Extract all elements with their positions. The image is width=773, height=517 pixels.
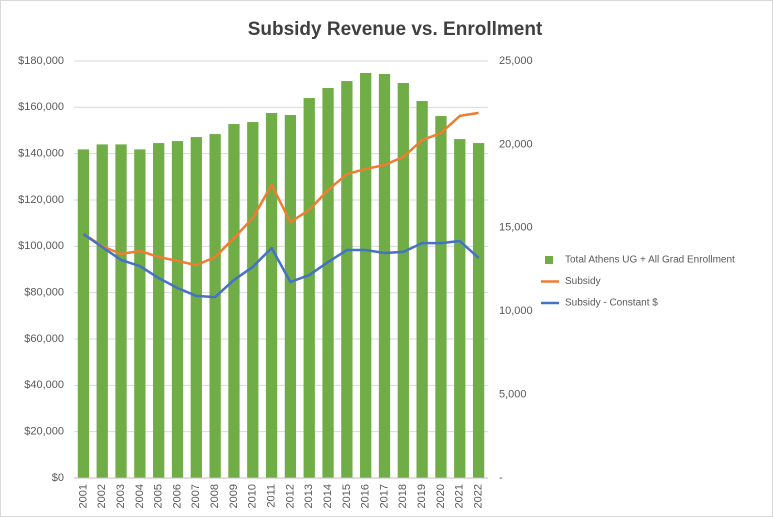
x-tick-label: 2013 [303, 484, 315, 508]
x-tick-label: 2018 [397, 484, 409, 508]
x-tick-label: 2009 [228, 484, 240, 508]
x-tick-label: 2007 [190, 484, 202, 508]
bar [284, 115, 297, 478]
x-tick-label: 2020 [435, 484, 447, 508]
x-tick-label: 2016 [360, 484, 372, 508]
x-tick-label: 2001 [77, 484, 89, 508]
x-tick-label: 2021 [454, 484, 466, 508]
bar [454, 139, 466, 479]
bar [190, 137, 202, 479]
x-tick-label: 2010 [247, 484, 259, 508]
bar [416, 101, 428, 479]
x-tick-label: 2002 [96, 484, 108, 508]
chart-title: Subsidy Revenue vs. Enrollment [248, 19, 543, 40]
y-tick-label: $0 [52, 472, 64, 484]
legend-label: Subsidy - Constant $ [565, 298, 658, 309]
legend-label: Subsidy [565, 276, 601, 287]
bar [115, 144, 127, 478]
y2-tick-label: 25,000 [499, 55, 533, 67]
bar [360, 73, 372, 479]
bar [153, 143, 165, 478]
bar [397, 83, 409, 478]
y-tick-label: $120,000 [18, 194, 64, 206]
bar [171, 141, 184, 478]
bar [247, 122, 259, 478]
y-tick-label: $60,000 [24, 333, 64, 345]
y-tick-label: $160,000 [18, 101, 64, 113]
bar [378, 74, 391, 478]
line [82, 233, 480, 299]
x-tick-label: 2011 [265, 484, 277, 508]
bar [303, 98, 315, 478]
x-tick-label: 2005 [153, 484, 165, 508]
y-tick-label: $20,000 [24, 426, 64, 438]
bar [77, 149, 90, 479]
y2-tick-label: 15,000 [499, 222, 533, 234]
x-tick-label: 2014 [322, 484, 334, 508]
x-tick-label: 2004 [134, 484, 146, 508]
x-tick-label: 2012 [284, 484, 296, 508]
legend-label: Total Athens UG + All Grad Enrollment [565, 255, 735, 266]
y2-tick-label: 5,000 [499, 389, 527, 401]
x-tick-label: 2006 [171, 484, 183, 508]
y2-tick-label: 20,000 [499, 138, 533, 150]
y-tick-label: $40,000 [24, 379, 64, 391]
x-tick-label: 2003 [115, 484, 127, 508]
bar [96, 144, 108, 478]
y2-tick-label: 10,000 [499, 305, 533, 317]
bar [341, 81, 353, 479]
x-tick-label: 2008 [209, 484, 221, 508]
bar [472, 143, 485, 478]
x-tick-label: 2017 [378, 484, 390, 508]
y-tick-label: $140,000 [18, 148, 64, 160]
line [82, 111, 479, 267]
bar [134, 149, 146, 479]
x-tick-label: 2015 [341, 484, 353, 508]
y2-tick-label: - [499, 472, 503, 484]
y-tick-label: $100,000 [18, 240, 64, 252]
legend-swatch [545, 256, 553, 264]
bar [265, 113, 278, 479]
x-tick-label: 2022 [472, 484, 484, 508]
bar [209, 134, 221, 478]
bar [322, 88, 334, 478]
y-tick-label: $80,000 [24, 287, 64, 299]
bar [228, 124, 240, 478]
bar [435, 116, 447, 478]
y-tick-label: $180,000 [18, 55, 64, 67]
x-tick-label: 2019 [416, 484, 428, 508]
